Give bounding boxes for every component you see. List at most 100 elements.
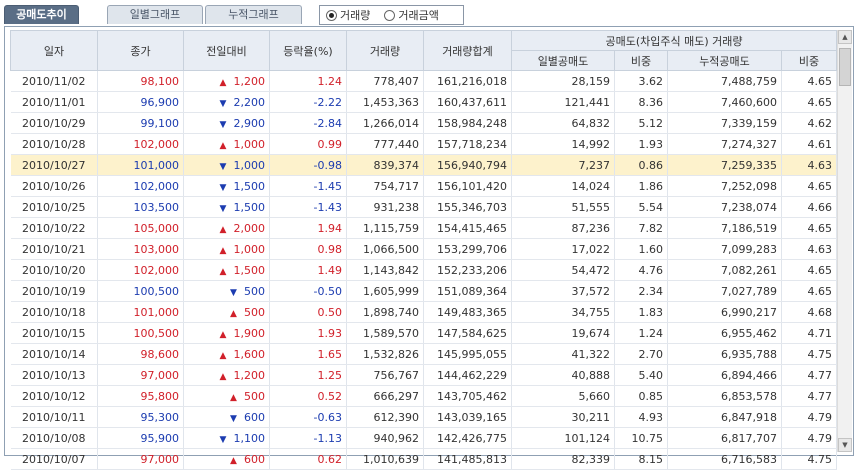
cell-rate: 1.94 (269, 217, 347, 239)
cell-cum-short: 7,252,098 (667, 175, 782, 197)
cell-cum-short: 7,027,789 (667, 280, 782, 302)
header-ratio-cum[interactable]: 비중 (780, 50, 838, 71)
cell-rate: -0.63 (269, 406, 347, 428)
triangle-up-icon: ▲ (219, 77, 227, 88)
cell-rate: 0.62 (269, 448, 347, 470)
cell-change: ▼ 2,900 (183, 112, 270, 134)
cell-ratio1: 7.82 (614, 217, 668, 239)
scroll-thumb[interactable] (839, 48, 851, 86)
volume-amount-toggle: 거래량 거래금액 (319, 5, 464, 25)
cell-ratio1: 4.93 (614, 406, 668, 428)
table-row[interactable]: 2010/10/07 97,000 ▲ 600 0.62 1,010,639 141,485… (10, 448, 838, 470)
tab-cumulative-graph[interactable]: 누적그래프 (205, 5, 302, 24)
table-row[interactable]: 2010/10/28 102,000 ▲ 1,000 0.99 777,440 157,71… (10, 133, 838, 155)
scroll-down-icon[interactable]: ▼ (838, 438, 852, 452)
cell-daily-short: 7,237 (511, 154, 615, 176)
cell-volume: 1,589,570 (346, 322, 424, 344)
table-row[interactable]: 2010/10/27 101,000 ▼ 1,000 -0.98 839,374 156,9… (10, 154, 838, 176)
cell-volume: 754,717 (346, 175, 424, 197)
triangle-up-icon: ▲ (219, 371, 227, 382)
cell-volume-sum: 152,233,206 (423, 259, 512, 281)
cell-daily-short: 19,674 (511, 322, 615, 344)
header-short-group: 공매도(차입주식 매도) 거래량 (510, 30, 838, 51)
cell-ratio2: 4.79 (781, 406, 838, 428)
cell-rate: 0.99 (269, 133, 347, 155)
table-row[interactable]: 2010/10/19 100,500 ▼ 500 -0.50 1,605,999 151,0… (10, 280, 838, 302)
change-value: 1,500 (233, 179, 266, 193)
header-close[interactable]: 종가 (97, 30, 184, 71)
scroll-up-icon[interactable]: ▲ (838, 30, 852, 44)
table-row[interactable]: 2010/10/20 102,000 ▲ 1,500 1.49 1,143,842 152,… (10, 259, 838, 281)
cell-volume-sum: 145,995,055 (423, 343, 512, 365)
table-row[interactable]: 2010/10/21 103,000 ▲ 1,000 0.98 1,066,500 153,… (10, 238, 838, 260)
table-row[interactable]: 2010/10/29 99,100 ▼ 2,900 -2.84 1,266,014 158,… (10, 112, 838, 134)
table-row[interactable]: 2010/10/25 103,500 ▼ 1,500 -1.43 931,238 155,3… (10, 196, 838, 218)
change-value: 2,900 (233, 116, 266, 130)
table-row[interactable]: 2010/10/13 97,000 ▲ 1,200 1.25 756,767 144,462… (10, 364, 838, 386)
cell-ratio2: 4.65 (781, 280, 838, 302)
radio-volume[interactable]: 거래량 (326, 7, 370, 23)
cell-ratio1: 1.86 (614, 175, 668, 197)
cell-ratio1: 5.12 (614, 112, 668, 134)
cell-rate: 1.24 (269, 70, 347, 92)
cell-daily-short: 40,888 (511, 364, 615, 386)
cell-volume-sum: 156,101,420 (423, 175, 512, 197)
table-row[interactable]: 2010/10/12 95,800 ▲ 500 0.52 666,297 143,705,4… (10, 385, 838, 407)
cell-change: ▲ 1,500 (183, 259, 270, 281)
triangle-up-icon: ▲ (230, 455, 237, 466)
cell-rate: 0.98 (269, 238, 347, 260)
table-row[interactable]: 2010/10/14 98,600 ▲ 1,600 1.65 1,532,826 145,9… (10, 343, 838, 365)
cell-change: ▲ 1,200 (183, 70, 270, 92)
radio-amount[interactable]: 거래금액 (384, 7, 439, 23)
change-value: 1,000 (233, 137, 266, 151)
cell-volume-sum: 156,940,794 (423, 154, 512, 176)
table-row[interactable]: 2010/10/11 95,300 ▼ 600 -0.63 612,390 143,039,… (10, 406, 838, 428)
header-volume[interactable]: 거래량 (346, 30, 424, 71)
change-value: 1,500 (233, 263, 266, 277)
cell-change: ▲ 1,900 (183, 322, 270, 344)
tab-short-selling-trend[interactable]: 공매도추이 (4, 5, 79, 24)
cell-daily-short: 87,236 (511, 217, 615, 239)
cell-daily-short: 14,024 (511, 175, 615, 197)
cell-date: 2010/10/19 (10, 280, 98, 302)
cell-date: 2010/11/02 (10, 70, 98, 92)
cell-daily-short: 121,441 (511, 91, 615, 113)
header-cum-short[interactable]: 누적공매도 (667, 50, 782, 71)
header-volume-sum[interactable]: 거래량합계 (423, 30, 512, 71)
cell-cum-short: 7,274,327 (667, 133, 782, 155)
cell-volume: 839,374 (346, 154, 424, 176)
cell-rate: -0.98 (269, 154, 347, 176)
cell-daily-short: 51,555 (511, 196, 615, 218)
cell-date: 2010/10/12 (10, 385, 98, 407)
header-daily-short[interactable]: 일별공매도 (511, 50, 615, 71)
cell-close: 100,500 (97, 280, 184, 302)
cell-date: 2010/11/01 (10, 91, 98, 113)
header-date[interactable]: 일자 (10, 30, 98, 71)
cell-cum-short: 7,460,600 (667, 91, 782, 113)
table-row[interactable]: 2010/10/18 101,000 ▲ 500 0.50 1,898,740 149,48… (10, 301, 838, 323)
table-row[interactable]: 2010/10/15 100,500 ▲ 1,900 1.93 1,589,570 147,… (10, 322, 838, 344)
table-row[interactable]: 2010/10/22 105,000 ▲ 2,000 1.94 1,115,759 154,… (10, 217, 838, 239)
table-row[interactable]: 2010/10/08 95,900 ▼ 1,100 -1.13 940,962 142,42… (10, 427, 838, 449)
header-rate[interactable]: 등락율(%) (269, 30, 347, 71)
cell-change: ▲ 500 (183, 301, 270, 323)
triangle-down-icon: ▼ (219, 161, 227, 172)
cell-volume: 1,605,999 (346, 280, 424, 302)
cell-ratio1: 8.15 (614, 448, 668, 470)
header-ratio-daily[interactable]: 비중 (614, 50, 668, 71)
table-row[interactable]: 2010/10/26 102,000 ▼ 1,500 -1.45 754,717 156,1… (10, 175, 838, 197)
table-row[interactable]: 2010/11/01 96,900 ▼ 2,200 -2.22 1,453,363 160,… (10, 91, 838, 113)
cell-ratio1: 5.54 (614, 196, 668, 218)
cell-close: 95,800 (97, 385, 184, 407)
cell-change: ▲ 1,600 (183, 343, 270, 365)
cell-ratio2: 4.77 (781, 364, 838, 386)
cell-close: 96,900 (97, 91, 184, 113)
vertical-scrollbar[interactable]: ▲ ▼ (837, 30, 852, 452)
cell-change: ▼ 1,100 (183, 427, 270, 449)
tab-daily-graph[interactable]: 일별그래프 (107, 5, 203, 24)
table-row[interactable]: 2010/11/02 98,100 ▲ 1,200 1.24 778,407 161,216… (10, 70, 838, 92)
cell-rate: -0.50 (269, 280, 347, 302)
header-change[interactable]: 전일대비 (183, 30, 270, 71)
triangle-down-icon: ▼ (219, 119, 227, 130)
cell-close: 100,500 (97, 322, 184, 344)
